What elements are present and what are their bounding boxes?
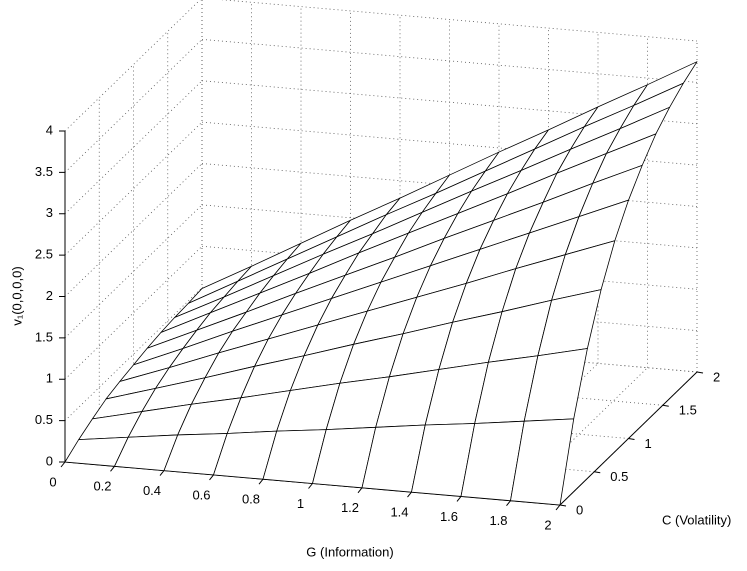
y-tick-label: 0 xyxy=(576,502,583,517)
x-tick xyxy=(456,496,462,502)
y-axis-label: C (Volatility) xyxy=(662,512,731,527)
x-tick-label: 0.2 xyxy=(93,479,111,494)
x-tick-label: 1.4 xyxy=(390,505,408,520)
y-tick-label: 2 xyxy=(713,369,720,384)
x-tick-label: 2 xyxy=(544,517,551,532)
y-tick xyxy=(662,404,669,407)
grid-line xyxy=(201,121,698,166)
x-tick xyxy=(60,461,66,468)
x-tick-label: 1.8 xyxy=(489,513,507,528)
z-tick-label: 0 xyxy=(46,453,53,468)
y-tick xyxy=(696,371,704,374)
x-tick-label: 0.6 xyxy=(192,487,210,502)
z-tick-label: 3 xyxy=(46,205,53,220)
x-tick xyxy=(159,470,165,476)
z-tick-label: 2 xyxy=(46,288,53,303)
surface-cell xyxy=(510,418,575,506)
z-axis-label: v₁(0,0,0,0) xyxy=(9,266,24,325)
y-tick xyxy=(628,438,635,440)
x-tick xyxy=(209,474,214,481)
z-tick-label: 4 xyxy=(46,122,53,137)
grid-line xyxy=(220,0,698,42)
x-tick xyxy=(357,487,363,494)
grid-line xyxy=(201,80,698,125)
z-tick-label: 3.5 xyxy=(35,164,53,179)
y-tick xyxy=(559,504,567,507)
grid-line xyxy=(201,38,698,83)
x-tick xyxy=(258,478,264,485)
z-tick-label: 0.5 xyxy=(35,412,53,427)
y-tick xyxy=(594,471,601,474)
x-tick xyxy=(407,491,412,498)
x-tick xyxy=(308,483,313,489)
x-axis-label: G (Information) xyxy=(306,544,393,559)
x-tick-label: 1 xyxy=(297,496,304,511)
z-tick-label: 2.5 xyxy=(35,247,53,262)
grid-line xyxy=(64,39,203,173)
x-tick-label: 1.2 xyxy=(341,500,359,515)
x-tick xyxy=(506,500,511,507)
x-tick xyxy=(110,465,115,472)
x-tick xyxy=(555,504,561,511)
x-tick-label: 0 xyxy=(49,474,56,489)
x-tick-label: 1.6 xyxy=(440,509,458,524)
z-tick-label: 1.5 xyxy=(35,329,53,344)
y-tick-label: 0.5 xyxy=(610,469,628,484)
y-tick-label: 1.5 xyxy=(679,403,697,418)
x-tick-label: 0.4 xyxy=(143,483,161,498)
y-tick-label: 1 xyxy=(645,436,652,451)
z-tick-label: 1 xyxy=(46,371,53,386)
x-tick-label: 0.8 xyxy=(242,492,260,507)
